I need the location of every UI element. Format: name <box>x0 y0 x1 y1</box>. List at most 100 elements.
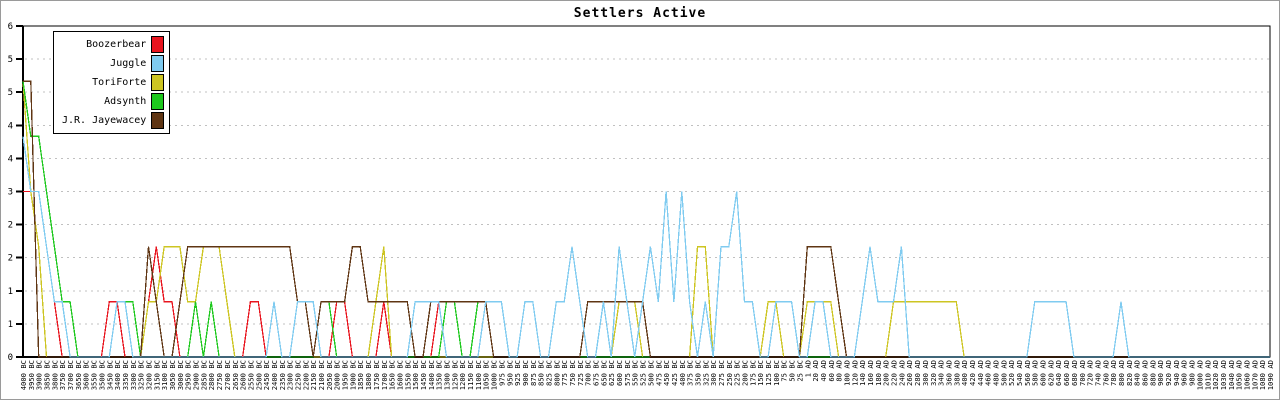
x-axis-tick-label: 960 AD <box>1180 360 1189 386</box>
legend-item: ToriForte <box>62 73 165 92</box>
legend-color-swatch <box>151 36 165 53</box>
x-axis-tick-label: 1450 BC <box>419 360 428 390</box>
x-axis-tick-label: 840 AD <box>1133 360 1142 386</box>
x-axis-tick-label: 725 BC <box>576 360 585 386</box>
legend-item: Boozerbear <box>62 35 165 54</box>
x-axis-tick-label: 850 BC <box>537 360 546 386</box>
x-axis-tick-label: 1250 BC <box>450 360 459 390</box>
x-axis-tick-label: 120 AD <box>850 360 859 386</box>
x-axis-tick-label: 1850 BC <box>356 360 365 390</box>
x-axis-tick-label: 3150 BC <box>152 360 161 390</box>
x-axis-tick-label: 250 BC <box>725 360 734 386</box>
x-axis-tick-label: 1200 BC <box>458 360 467 390</box>
x-axis-tick-label: 3950 BC <box>27 360 36 390</box>
legend-color-swatch <box>151 93 165 110</box>
x-axis-tick-label: 580 AD <box>1031 360 1040 386</box>
x-axis-tick-label: 3650 BC <box>74 360 83 390</box>
y-axis-tick-label: 1 <box>8 320 13 330</box>
legend-item: Adsynth <box>62 92 165 111</box>
series-line-toriforte <box>22 81 1270 358</box>
x-axis-tick-label: 1060 AD <box>1242 360 1251 390</box>
legend-color-swatch <box>151 55 165 72</box>
x-axis-tick-label: 2800 BC <box>207 360 216 390</box>
x-axis-tick-label: 1000 AD <box>1195 360 1204 390</box>
x-axis-tick-label: 3050 BC <box>168 360 177 390</box>
x-axis-tick-label: 3100 BC <box>160 360 169 390</box>
x-axis-tick-label: 2650 BC <box>231 360 240 390</box>
y-axis-tick-label: 2 <box>8 254 13 264</box>
x-axis-tick-label: 1030 AD <box>1219 360 1228 390</box>
x-axis-tick-label: 2750 BC <box>215 360 224 390</box>
legend-color-swatch <box>151 112 165 129</box>
x-axis-tick-label: 1020 AD <box>1211 360 1220 390</box>
x-axis-tick-label: 1800 BC <box>364 360 373 390</box>
x-axis-tick-label: 940 AD <box>1172 360 1181 386</box>
legend-label: Juggle <box>110 58 147 69</box>
x-axis-tick-label: 150 BC <box>756 360 765 386</box>
x-axis-tick-label: 3850 BC <box>43 360 52 390</box>
x-axis-tick-label: 600 AD <box>1039 360 1048 386</box>
legend-label: ToriForte <box>92 77 147 88</box>
x-axis-tick-label: 340 AD <box>937 360 946 386</box>
x-axis-tick-label: 175 BC <box>748 360 757 386</box>
legend-item: Juggle <box>62 54 165 73</box>
x-axis-tick-label: 3400 BC <box>113 360 122 390</box>
x-axis-tick-label: 440 AD <box>976 360 985 386</box>
x-axis-tick-label: 1300 BC <box>443 360 452 390</box>
x-axis-tick-label: 3750 BC <box>58 360 67 390</box>
x-axis-tick-label: 1050 AD <box>1235 360 1244 390</box>
x-axis-tick-label: 880 AD <box>1148 360 1157 386</box>
x-axis-tick-label: 1 AD <box>803 360 812 377</box>
x-axis-tick-label: 25 BC <box>795 360 804 382</box>
legend-label: Adsynth <box>104 96 147 107</box>
y-axis-tick-label: 5 <box>8 88 13 98</box>
x-axis-tick-label: 620 AD <box>1046 360 1055 386</box>
x-axis-tick-label: 640 AD <box>1054 360 1063 386</box>
x-axis-tick-label: 500 AD <box>999 360 1008 386</box>
x-axis-tick-label: 350 BC <box>693 360 702 386</box>
x-axis-tick-label: 1090 AD <box>1266 360 1275 390</box>
x-axis-tick-label: 2400 BC <box>270 360 279 390</box>
legend-color-swatch <box>151 74 165 91</box>
x-axis-tick-label: 700 BC <box>584 360 593 386</box>
x-axis-tick-label: 975 BC <box>497 360 506 386</box>
x-axis-tick-label: 950 BC <box>505 360 514 386</box>
x-axis-tick-label: 140 AD <box>858 360 867 386</box>
x-axis-tick-label: 3250 BC <box>137 360 146 390</box>
legend-item: J.R. Jayewacey <box>62 111 165 130</box>
x-axis-tick-label: 800 BC <box>552 360 561 386</box>
x-axis-tick-label: 925 BC <box>513 360 522 386</box>
x-axis-tick-label: 1080 AD <box>1258 360 1267 390</box>
chart-title: Settlers Active <box>573 6 707 21</box>
x-axis-tick-label: 700 AD <box>1078 360 1087 386</box>
x-axis-tick-label: 160 AD <box>866 360 875 386</box>
x-axis-tick-label: 600 BC <box>615 360 624 386</box>
x-axis-tick-label: 2250 BC <box>293 360 302 390</box>
x-axis-tick-label: 575 BC <box>623 360 632 386</box>
x-axis-tick-label: 450 BC <box>662 360 671 386</box>
x-axis-tick-label: 920 AD <box>1164 360 1173 386</box>
x-axis-tick-label: 1050 BC <box>482 360 491 390</box>
y-axis-tick-label: 0 <box>8 353 13 363</box>
x-axis-tick-label: 2950 BC <box>184 360 193 390</box>
x-axis-tick-label: 2850 BC <box>199 360 208 390</box>
x-axis-tick-label: 2500 BC <box>254 360 263 390</box>
x-axis-tick-label: 1500 BC <box>411 360 420 390</box>
x-axis-tick-label: 2600 BC <box>239 360 248 390</box>
y-axis-tick-label: 3 <box>8 188 13 198</box>
x-axis-tick-label: 1070 AD <box>1250 360 1259 390</box>
x-axis-tick-label: 2450 BC <box>262 360 271 390</box>
x-axis-tick-label: 260 AD <box>905 360 914 386</box>
series-line-juggle <box>22 136 1270 358</box>
y-axis-tick-label: 5 <box>8 55 13 65</box>
x-axis-tick-label: 875 BC <box>529 360 538 386</box>
x-axis-tick-label: 3000 BC <box>176 360 185 390</box>
legend-label: J.R. Jayewacey <box>62 115 147 126</box>
x-axis-tick-label: 220 AD <box>890 360 899 386</box>
x-axis-tick-label: 50 BC <box>788 360 797 382</box>
x-axis-tick-label: 2350 BC <box>278 360 287 390</box>
x-axis-tick-label: 520 AD <box>1007 360 1016 386</box>
x-axis-tick-label: 560 AD <box>1023 360 1032 386</box>
